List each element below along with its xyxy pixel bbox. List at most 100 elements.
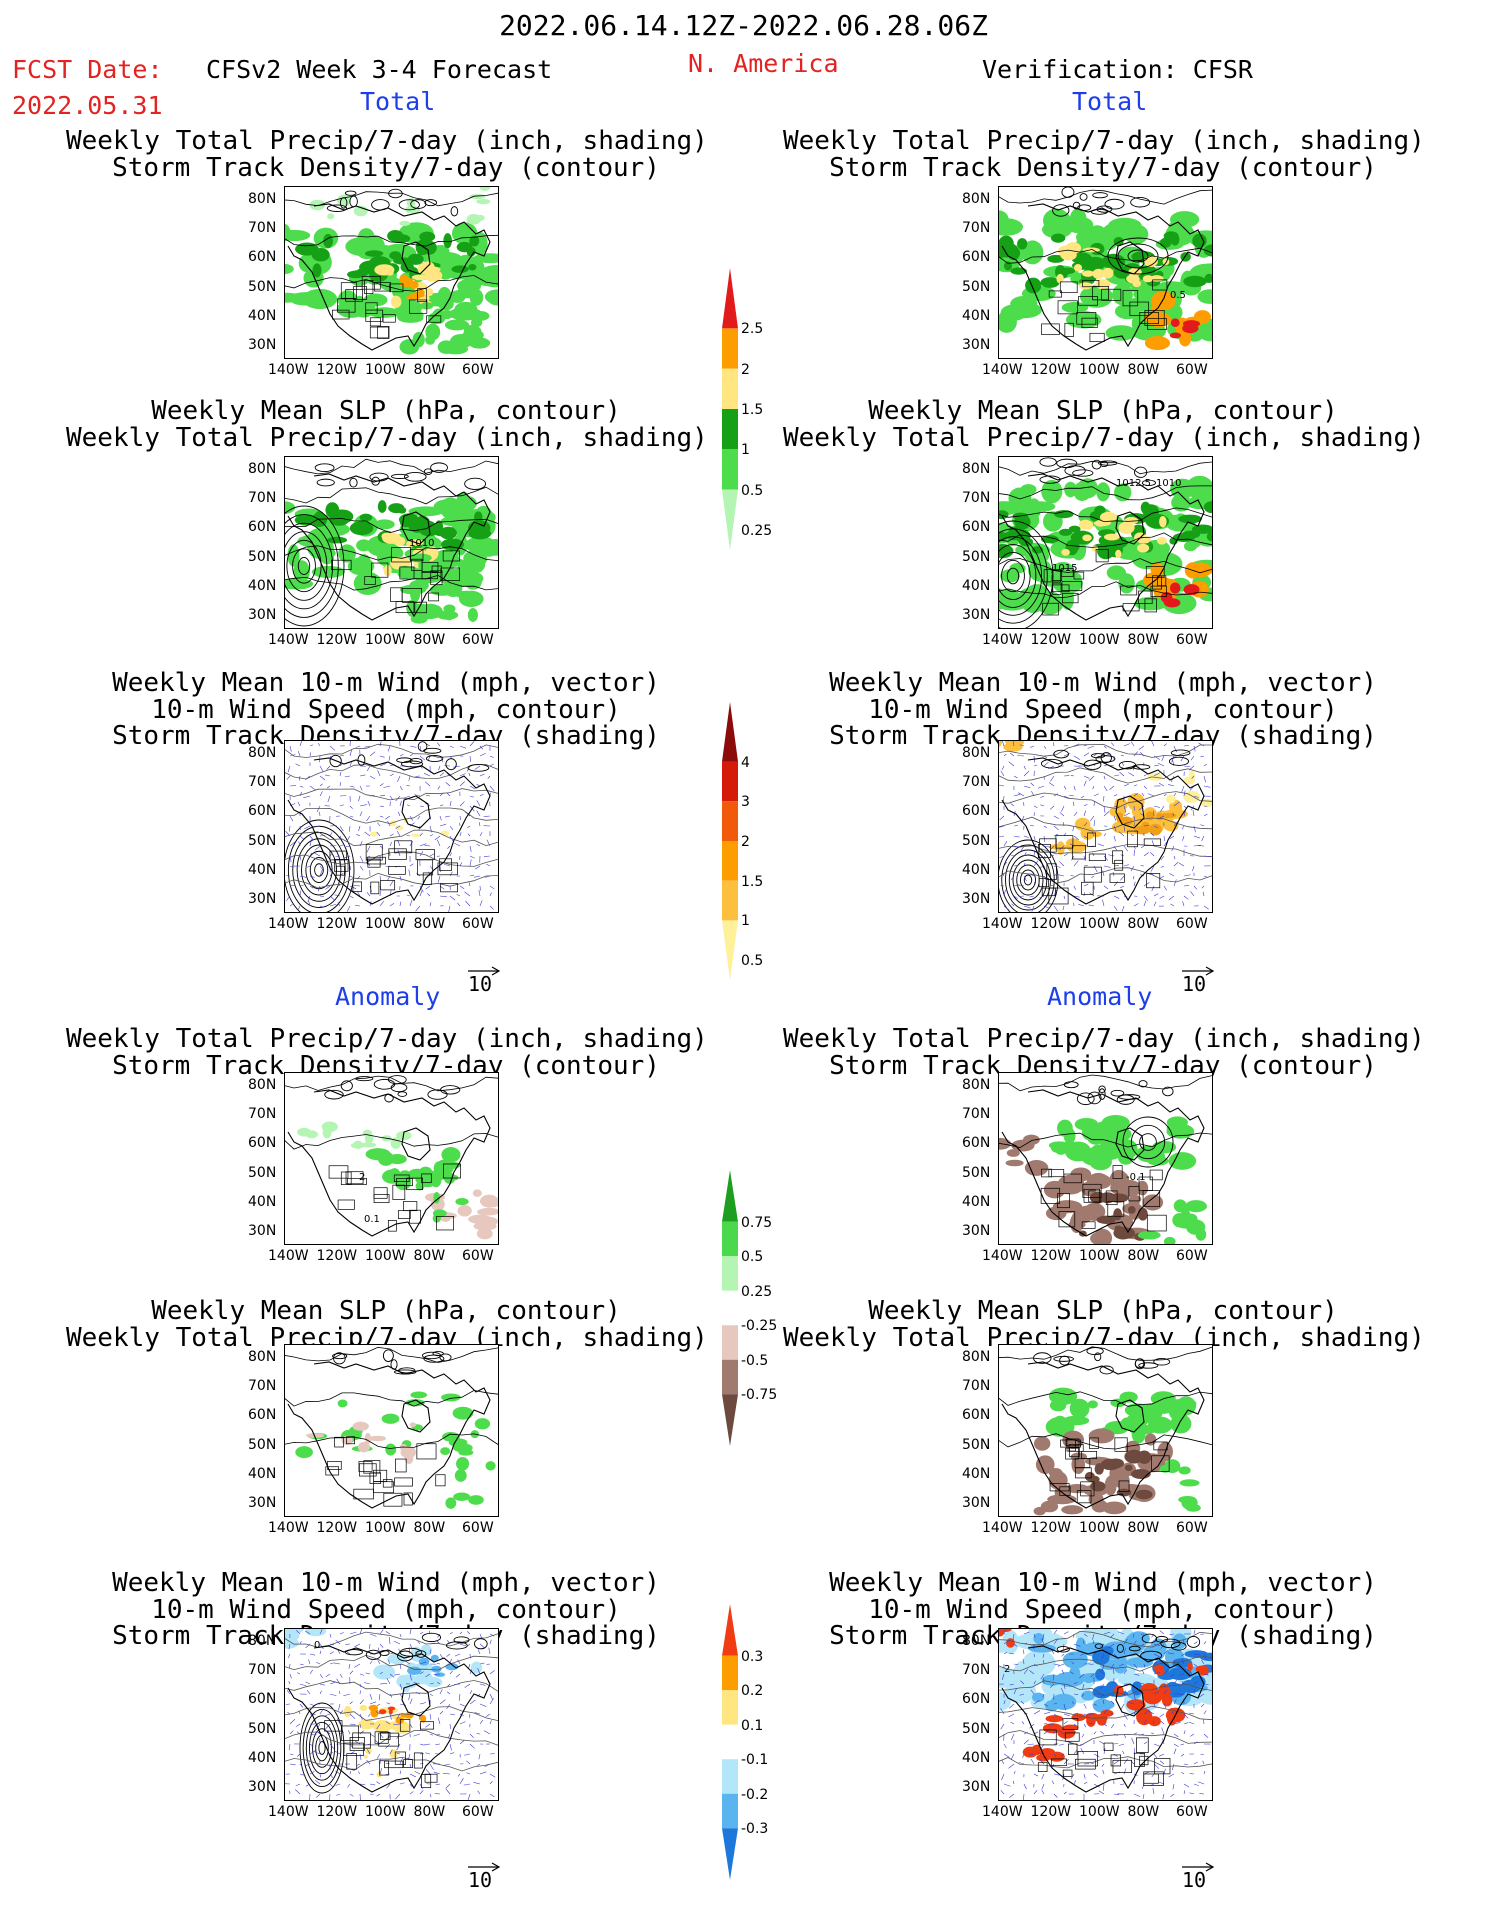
- colorbar-label: 1: [741, 913, 750, 930]
- colorbar-segment: [722, 702, 738, 762]
- lat-label: 40N: [248, 861, 277, 878]
- lat-label: 50N: [248, 832, 277, 849]
- vector-ref-anom-left: 10: [466, 1858, 502, 1890]
- lat-label: 40N: [248, 1465, 277, 1482]
- colorbar-precip-total: [721, 267, 739, 555]
- lat-label: 40N: [248, 307, 277, 324]
- colorbar-segment: [722, 761, 738, 802]
- lat-label: 40N: [962, 1749, 991, 1766]
- contour-label: 1010: [1156, 478, 1181, 489]
- lat-label: 30N: [962, 1223, 991, 1239]
- colorbar-segment: [722, 368, 738, 409]
- lon-label: 80W: [1127, 1520, 1160, 1536]
- lat-label: 40N: [248, 577, 277, 594]
- colorbar-segment: [722, 1793, 738, 1829]
- lat-label: 80N: [962, 461, 991, 477]
- lon-label: 80W: [1127, 1248, 1160, 1264]
- lat-label: 50N: [962, 548, 991, 565]
- lon-label: 80W: [1127, 1804, 1160, 1820]
- colorbar-segment: [722, 449, 738, 490]
- colorbar-label: 1.5: [741, 873, 764, 890]
- lat-label: 70N: [248, 220, 277, 237]
- contour-label: 1010: [409, 538, 434, 549]
- colorbar-segment: [722, 1325, 738, 1360]
- vector-scale-label: 10: [1182, 972, 1207, 996]
- colorbar-segment: [722, 1170, 738, 1222]
- colorbar-segment: [722, 1759, 738, 1794]
- colorbar-label: -0.5: [741, 1352, 769, 1369]
- colorbar-label: 3: [741, 794, 750, 811]
- map-anom-slp-right: [998, 1344, 1213, 1517]
- colorbar-label: 0.25: [741, 1283, 773, 1300]
- lat-label: 70N: [248, 774, 277, 791]
- colorbar-segment: [722, 1221, 738, 1257]
- colorbar-segment: [722, 268, 738, 329]
- lat-label: 60N: [962, 1691, 991, 1708]
- lon-label: 120W: [1030, 916, 1072, 932]
- lon-label: 140W: [268, 1520, 309, 1536]
- lat-label: 60N: [962, 249, 991, 266]
- title-anom-slp-right: Weekly Mean SLP (hPa, contour) Weekly Tot…: [783, 1296, 1425, 1353]
- lon-label: 80W: [413, 1804, 446, 1820]
- contour-label: 1015: [1052, 563, 1077, 574]
- lat-label: 60N: [248, 1135, 277, 1152]
- lat-label: 50N: [248, 1436, 277, 1453]
- lon-label: 100W: [1079, 1248, 1120, 1264]
- lat-label: 80N: [962, 1349, 991, 1365]
- map-anom-precip-left: 0.1 2: [284, 1072, 499, 1245]
- colorbar-label: -0.3: [741, 1821, 769, 1838]
- lon-label: 100W: [1079, 916, 1120, 932]
- lat-label: 80N: [248, 461, 277, 477]
- colorbar-label: -0.75: [741, 1387, 778, 1404]
- lon-label: 120W: [316, 1520, 358, 1536]
- lat-label: 30N: [248, 891, 277, 907]
- lat-label: 30N: [248, 1495, 277, 1511]
- contour-label: 0.5: [1170, 290, 1186, 301]
- lon-label: 80W: [1127, 916, 1160, 932]
- title-total-precip-left: Weekly Total Precip/7-day (inch, shading…: [66, 126, 708, 183]
- lat-label: 70N: [962, 774, 991, 791]
- lat-label: 80N: [248, 191, 277, 207]
- lat-label: 60N: [962, 803, 991, 820]
- title-total-wind-left: Weekly Mean 10-m Wind (mph, vector) 10-m …: [112, 668, 660, 751]
- colorbar-label: 0.25: [741, 522, 773, 539]
- map-anom-precip-right: -0.1: [998, 1072, 1213, 1245]
- contour-label: -0.1: [1126, 1172, 1146, 1183]
- lat-label: 30N: [248, 337, 277, 353]
- lon-label: 100W: [365, 1520, 406, 1536]
- lon-label: 140W: [268, 1804, 309, 1820]
- lon-label: 80W: [413, 916, 446, 932]
- colorbar-segment: [722, 489, 738, 550]
- map-total-precip-left: [284, 186, 499, 359]
- colorbar-segment: [722, 328, 738, 369]
- section-anomaly-right: Anomaly: [1047, 982, 1153, 1011]
- vector-ref-total-left: 10: [466, 962, 502, 994]
- lat-label: 80N: [962, 1077, 991, 1093]
- lat-label: 50N: [248, 1164, 277, 1181]
- lat-label: 30N: [962, 891, 991, 907]
- lat-label: 40N: [248, 1193, 277, 1210]
- lat-label: 30N: [248, 1223, 277, 1239]
- lat-label: 40N: [962, 1193, 991, 1210]
- colorbar-label: 0.5: [741, 953, 764, 970]
- map-total-precip-right: 0.5: [998, 186, 1213, 359]
- lon-label: 60W: [462, 1804, 494, 1820]
- fcst-date-label: FCST Date:: [12, 55, 163, 84]
- map-anom-wind-right: 2: [998, 1628, 1213, 1801]
- lon-label: 140W: [982, 1248, 1023, 1264]
- lon-label: 100W: [1079, 1804, 1120, 1820]
- map-total-slp-right: 1012.5 1010 1015: [998, 456, 1213, 629]
- lat-label: 80N: [248, 1077, 277, 1093]
- lon-label: 140W: [982, 632, 1023, 648]
- colorbar-segment: [722, 920, 738, 980]
- lat-label: 50N: [962, 832, 991, 849]
- lon-label: 100W: [365, 1248, 406, 1264]
- title-anom-wind-left: Weekly Mean 10-m Wind (mph, vector) 10-m …: [112, 1568, 660, 1651]
- lat-label: 60N: [248, 519, 277, 536]
- lon-label: 120W: [1030, 1520, 1072, 1536]
- lat-label: 70N: [962, 1662, 991, 1679]
- colorbar-segment: [722, 1604, 738, 1656]
- colorbar-segment: [722, 1690, 738, 1725]
- colorbar-label: 0.2: [741, 1683, 764, 1700]
- lat-label: 80N: [248, 1633, 277, 1649]
